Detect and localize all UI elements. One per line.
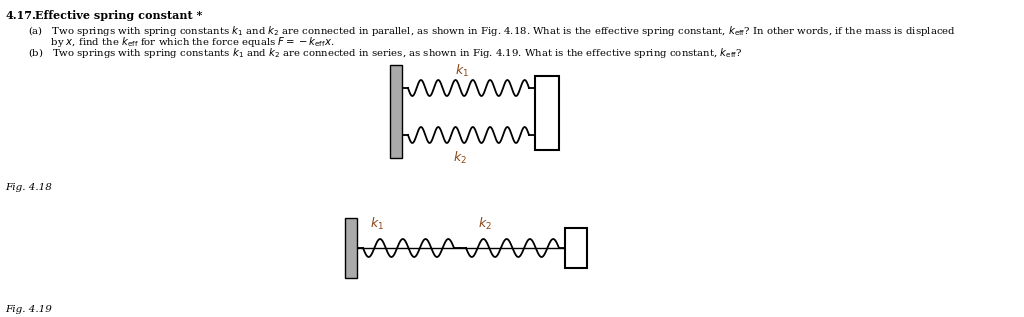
Text: $k_2$: $k_2$ <box>453 150 467 166</box>
Text: 4.17.: 4.17. <box>5 10 36 21</box>
Text: Fig. 4.19: Fig. 4.19 <box>5 305 52 314</box>
Text: Fig. 4.18: Fig. 4.18 <box>5 183 52 192</box>
Text: $k_2$: $k_2$ <box>478 216 492 232</box>
Text: $k_1$: $k_1$ <box>370 216 384 232</box>
Bar <box>565 228 587 268</box>
Bar <box>390 65 402 158</box>
Text: (a)   Two springs with spring constants $k_1$ and $k_2$ are connected in paralle: (a) Two springs with spring constants $k… <box>28 24 955 38</box>
Bar <box>535 76 559 150</box>
Text: by $x$, find the $k_\mathrm{eff}$ for which the force equals $F = -k_\mathrm{eff: by $x$, find the $k_\mathrm{eff}$ for wh… <box>28 35 335 49</box>
Text: Effective spring constant *: Effective spring constant * <box>35 10 203 21</box>
Text: $k_1$: $k_1$ <box>455 63 469 79</box>
Text: (b)   Two springs with spring constants $k_1$ and $k_2$ are connected in series,: (b) Two springs with spring constants $k… <box>28 46 742 60</box>
Bar <box>345 218 357 278</box>
